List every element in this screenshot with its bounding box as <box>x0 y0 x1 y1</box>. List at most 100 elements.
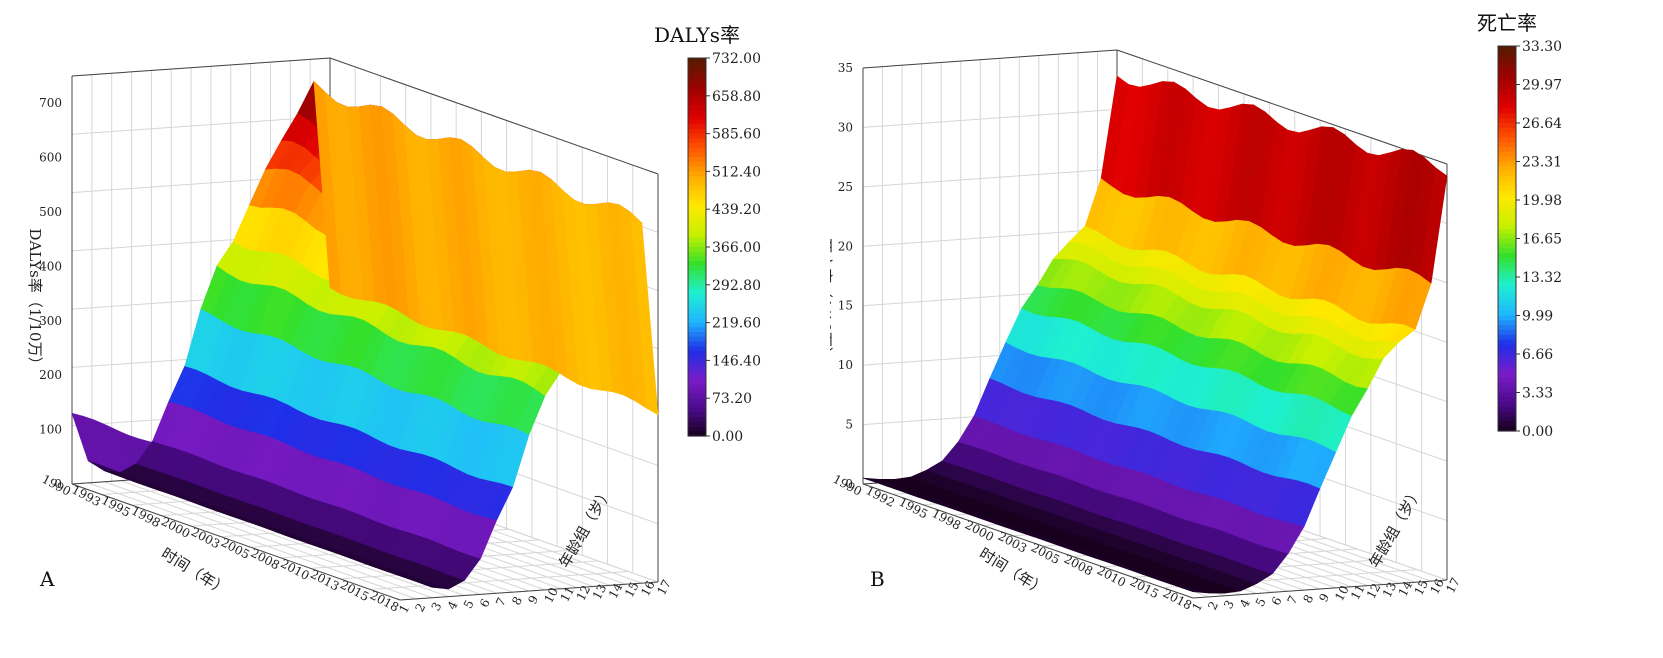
colorbar-segment <box>688 350 706 357</box>
colorbar-tick-label: 732.00 <box>712 51 761 67</box>
colorbar-segment <box>688 223 706 229</box>
z-tick-label: 300 <box>39 314 62 328</box>
colorbar-segment <box>1498 344 1516 350</box>
colorbar-segment <box>1498 190 1516 196</box>
colorbar-segment <box>1498 248 1516 254</box>
colorbar-tick-label: 23.31 <box>1522 155 1562 171</box>
y-tick-label: 13 <box>1380 580 1400 600</box>
colorbar-segment <box>1498 305 1516 312</box>
surface-patch <box>630 211 659 416</box>
colorbar-tick-label: 0.00 <box>1522 424 1553 440</box>
x-axis-label: 时间（年） <box>158 544 231 599</box>
colorbar-segment <box>1498 378 1516 384</box>
colorbar-segment <box>1498 204 1516 211</box>
colorbar-segment <box>1498 89 1516 95</box>
axis-edge <box>71 483 401 601</box>
colorbar-segment <box>1498 387 1516 394</box>
y-tick-label: 9 <box>1316 591 1332 604</box>
colorbar-segment <box>688 308 706 314</box>
colorbar-tick-label: 13.32 <box>1522 270 1562 286</box>
colorbar-segment <box>688 76 706 83</box>
z-axis-ticks: 0 5 10 15 20 25 30 35 <box>838 61 853 491</box>
colorbar-tick-label: 3.33 <box>1522 386 1553 402</box>
colorbar-tick-label: 29.97 <box>1522 78 1562 94</box>
y-tick-label: 13 <box>590 582 610 602</box>
y-tick-label: 14 <box>606 580 626 600</box>
colorbar-segment <box>688 298 706 305</box>
colorbar-title: 死亡率 <box>1477 11 1537 35</box>
colorbar-segment <box>688 119 706 125</box>
y-tick-label: 17 <box>1443 575 1463 595</box>
colorbar-tick-label: 585.60 <box>712 127 761 143</box>
colorbar-segment <box>688 393 706 399</box>
colorbar-segment <box>1498 50 1516 57</box>
colorbar-segment <box>688 109 706 116</box>
colorbar-segment <box>688 143 706 149</box>
colorbar-segment <box>688 62 706 69</box>
colorbar-segment <box>688 157 706 163</box>
colorbar-segment <box>688 369 706 376</box>
colorbar-segment <box>1498 349 1516 355</box>
colorbar-segment <box>1498 421 1516 427</box>
z-axis-label: DALYs率（1/10万） <box>26 228 44 371</box>
colorbar-segment <box>1498 118 1516 124</box>
colorbar-segment <box>688 270 706 276</box>
z-tick-label: 15 <box>838 299 853 313</box>
colorbar-segment <box>1498 334 1516 341</box>
colorbar-segment <box>688 379 706 385</box>
y-tick-label: 15 <box>622 580 642 600</box>
colorbar-segment <box>1498 113 1516 119</box>
colorbar-segment <box>1498 74 1516 81</box>
colorbar-segment <box>688 294 706 300</box>
colorbar-segment <box>688 284 706 291</box>
colorbar-segment <box>1498 315 1516 321</box>
grid-line <box>120 480 449 598</box>
axis-edge <box>1116 49 1448 165</box>
z-tick-label: 30 <box>838 120 853 134</box>
colorbar-segment <box>688 407 706 413</box>
colorbar-segment <box>1498 151 1516 158</box>
colorbar-segment <box>688 336 706 343</box>
colorbar-segment <box>1498 137 1516 143</box>
colorbar-segment <box>1498 103 1516 110</box>
colorbar-segment <box>688 180 706 187</box>
colorbar-segment <box>688 431 706 437</box>
colorbar-segment <box>688 133 706 139</box>
axis-edge <box>1192 579 1448 599</box>
colorbar-segment <box>688 105 706 111</box>
colorbar-segment <box>1498 98 1516 105</box>
colorbar-segment <box>1498 175 1516 182</box>
z-axis-label: 死亡率（1/10万） <box>830 238 834 362</box>
colorbar-segment <box>688 185 706 191</box>
y-tick-label: 5 <box>1253 596 1269 609</box>
y-tick-label: 12 <box>574 583 594 603</box>
colorbar-segment <box>1498 281 1516 288</box>
axis-edge <box>71 57 331 77</box>
colorbar-segment <box>1498 252 1516 259</box>
axis-edge <box>862 49 1118 69</box>
z-tick-label: 600 <box>39 151 62 165</box>
colorbar-segment <box>1498 108 1516 114</box>
colorbar-segment <box>688 275 706 281</box>
colorbar-segment <box>1498 368 1516 374</box>
colorbar-segment <box>1498 325 1516 331</box>
colorbar-segment <box>1498 180 1516 187</box>
colorbar-segment <box>1498 142 1516 148</box>
colorbar-segment <box>1498 286 1516 293</box>
colorbar-segment <box>1498 171 1516 177</box>
y-tick-label: 1 <box>1189 600 1205 613</box>
colorbar-segment <box>1498 94 1516 100</box>
colorbar-segment <box>1498 243 1516 249</box>
colorbar-segment <box>688 360 706 366</box>
y-tick-label: 2 <box>412 601 428 614</box>
colorbar-segment <box>688 204 706 210</box>
y-tick-label: 8 <box>509 594 525 607</box>
z-tick-label: 700 <box>39 96 62 110</box>
colorbar-segment <box>688 289 706 295</box>
y-tick-label: 3 <box>429 600 445 613</box>
colorbar-segment <box>1498 219 1516 225</box>
z-tick-label: 35 <box>838 61 853 75</box>
colorbar-tick-label: 0.00 <box>712 429 743 445</box>
colorbar-tick-label: 146.40 <box>712 353 761 369</box>
colorbar-tick-label: 219.60 <box>712 316 761 332</box>
